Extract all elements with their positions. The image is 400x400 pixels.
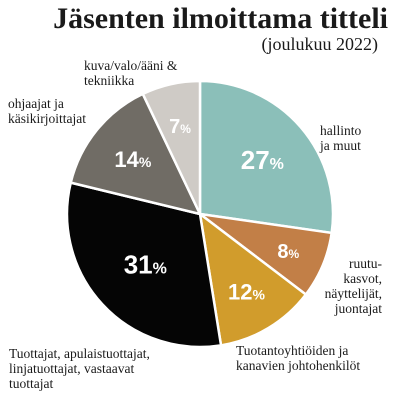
- pie-value-label: 27%: [241, 145, 284, 175]
- slice-label-ohjaajat: ohjaajat ja käsikirjoittajat: [8, 96, 86, 126]
- pie-slice-hallinto: [198, 79, 335, 235]
- pie-value-label: 7%: [169, 116, 191, 138]
- slice-label-ruutukasvot: ruutu- kasvot, näyttelijät, juontajat: [324, 256, 382, 316]
- pie-value-label: 31%: [124, 250, 167, 280]
- pie-slice-tuotantoyhtiöiden-ja: [198, 211, 308, 347]
- pie-slice-tuottajat-apulaistuottajat: [65, 181, 223, 349]
- slice-label-johtohenkilot: Tuotantoyhtiöiden ja kanavien johtohenki…: [236, 343, 361, 373]
- chart-subtitle: (joulukuu 2022): [261, 34, 379, 54]
- pie-value-label: 8%: [277, 241, 299, 263]
- slice-label-tuottajat: Tuottajat, apulaistuottajat, linjatuotta…: [9, 346, 150, 391]
- slice-label-hallinto: hallinto ja muut: [320, 123, 362, 153]
- chart-title: Jäsenten ilmoittama titteli: [53, 2, 388, 35]
- pie-value-label: 12%: [228, 279, 265, 304]
- slice-label-kuva: kuva/valo/ääni & tekniikka: [84, 58, 178, 88]
- pie-value-label: 14%: [114, 147, 151, 172]
- pie-slice-ohjaajat-ja: [69, 92, 203, 216]
- pie-slice-kuva-valo-ääni: [141, 79, 202, 215]
